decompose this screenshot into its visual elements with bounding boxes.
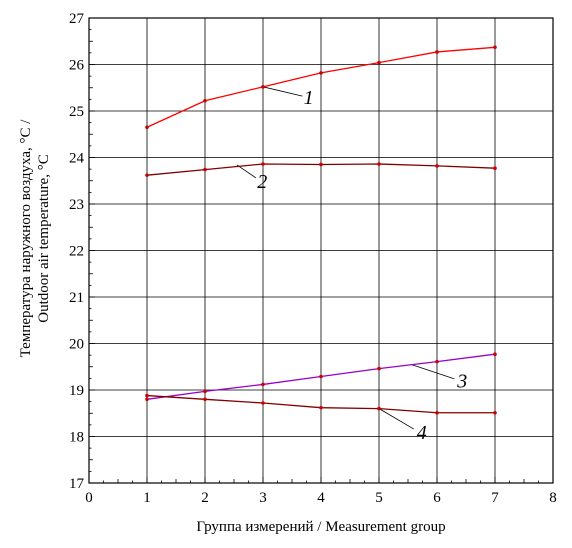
data-point xyxy=(145,397,149,402)
series-2 xyxy=(145,162,497,177)
x-axis-label: Группа измерений / Measurement group xyxy=(196,519,445,535)
data-point xyxy=(493,410,497,415)
series-label-2: 2 xyxy=(257,171,267,193)
data-point xyxy=(145,393,149,398)
x-tick-label: 6 xyxy=(433,490,441,506)
data-point xyxy=(319,71,323,75)
data-point xyxy=(261,85,265,89)
y-tick-label: 19 xyxy=(69,383,84,399)
y-tick-label: 18 xyxy=(69,430,84,446)
x-tick-label: 8 xyxy=(549,490,557,506)
data-series xyxy=(145,45,497,415)
x-tick-label: 0 xyxy=(85,490,93,506)
data-point xyxy=(145,173,149,177)
data-point xyxy=(377,406,381,411)
data-point xyxy=(319,405,323,410)
data-point xyxy=(203,389,207,394)
grid-lines xyxy=(89,18,553,483)
leader-line-3 xyxy=(410,364,455,380)
data-point xyxy=(435,50,439,54)
leader-line-1 xyxy=(262,86,303,97)
data-point xyxy=(377,366,381,371)
data-point xyxy=(203,167,207,172)
series-labels: 1 2 3 4 xyxy=(257,87,467,444)
plot-frame xyxy=(88,17,554,484)
x-tick-label: 2 xyxy=(201,490,209,506)
data-point xyxy=(261,382,265,387)
data-point xyxy=(319,162,323,167)
y-tick-label: 21 xyxy=(69,290,84,306)
y-tick-label: 25 xyxy=(69,104,84,120)
series-4 xyxy=(145,393,497,415)
x-tick-label: 4 xyxy=(317,490,325,506)
leader-line-2 xyxy=(236,164,257,179)
series-3 xyxy=(145,352,497,402)
y-axis-label: Температура наружного воздуха, °C / Outd… xyxy=(18,119,52,358)
data-point xyxy=(261,162,265,166)
leader-lines xyxy=(236,86,455,430)
data-point xyxy=(203,98,207,103)
data-point xyxy=(145,125,149,130)
x-tick-label: 7 xyxy=(491,490,499,506)
data-point xyxy=(493,45,497,50)
data-point xyxy=(435,410,439,415)
series-label-4: 4 xyxy=(417,422,427,444)
y-tick-label: 20 xyxy=(69,337,84,353)
leader-line-4 xyxy=(378,408,415,430)
data-point xyxy=(435,164,439,168)
series-label-1: 1 xyxy=(304,87,314,109)
x-tick-label: 1 xyxy=(143,490,151,506)
y-tick-label: 22 xyxy=(69,244,84,260)
y-axis-label-line-1: Температура наружного воздуха, °C / xyxy=(18,119,34,358)
data-point xyxy=(377,162,381,166)
series-label-3: 3 xyxy=(456,371,467,393)
y-tick-label: 26 xyxy=(69,58,85,74)
y-tick-label: 17 xyxy=(69,476,85,492)
y-axis-label-line-2: Outdoor air temperature, °C xyxy=(36,154,52,322)
y-tick-label: 27 xyxy=(69,11,85,27)
data-point xyxy=(319,374,323,379)
y-tick-label: 24 xyxy=(69,151,85,167)
y-tick-label: 23 xyxy=(69,197,84,213)
data-point xyxy=(203,397,207,402)
x-tick-label: 3 xyxy=(259,490,267,506)
data-point xyxy=(493,166,497,170)
data-point xyxy=(377,60,381,65)
x-tick-label: 5 xyxy=(375,490,383,506)
data-point xyxy=(435,359,439,364)
series-1 xyxy=(145,45,497,130)
data-point xyxy=(261,401,265,405)
data-point xyxy=(493,352,497,356)
